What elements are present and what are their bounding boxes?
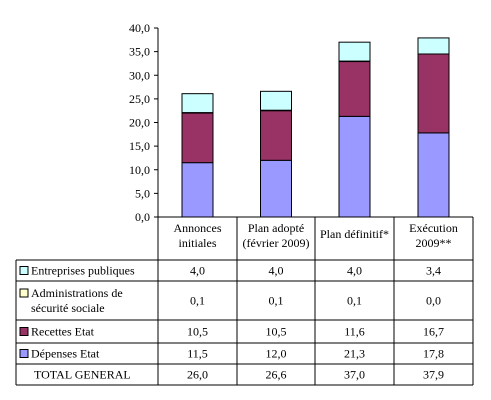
table-value: 0,0 [426, 294, 441, 308]
table-value: 4,0 [190, 264, 205, 278]
y-tick-label: 15,0 [129, 139, 150, 153]
bar-segment [338, 115, 371, 218]
bar-segment [417, 53, 450, 134]
chart-axes: 0,0 5,0 10,0 15,0 20,0 25,0 30,0 35,0 40,0 [129, 21, 159, 224]
table-value: 10,5 [266, 325, 287, 339]
y-tick-label: 35,0 [129, 45, 150, 59]
y-tick-label: 0,0 [135, 210, 150, 224]
y-tick-label: 20,0 [129, 116, 150, 130]
total-value: 37,0 [344, 368, 365, 382]
table-value: 17,8 [423, 347, 444, 361]
table-value: 0,1 [347, 294, 362, 308]
total-label: TOTAL GENERAL [34, 368, 131, 382]
table-value: 10,5 [187, 325, 208, 339]
table-value: 0,1 [190, 294, 205, 308]
y-tick-label: 30,0 [129, 68, 150, 82]
category-label: 2009** [416, 236, 452, 250]
bar-segment [338, 41, 371, 62]
category-label: (février 2009) [243, 236, 310, 250]
category-label: Annonces [174, 221, 222, 235]
y-tick-label: 25,0 [129, 92, 150, 106]
legend-label: Administrations de [31, 286, 123, 300]
table-value: 11,6 [344, 325, 365, 339]
legend-swatch [19, 349, 29, 358]
table-value: 0,1 [269, 294, 284, 308]
category-label: Plan adopté [248, 221, 304, 235]
legend-swatch [19, 288, 29, 298]
legend-swatch [19, 327, 29, 336]
total-value: 37,9 [423, 368, 444, 382]
total-value: 26,6 [266, 368, 287, 382]
bar-segment [260, 90, 292, 111]
legend-label: Entreprises publiques [31, 264, 135, 278]
total-value: 26,0 [187, 368, 208, 382]
table-value: 21,3 [344, 347, 365, 361]
table-value: 4,0 [269, 264, 284, 278]
category-label: initiales [179, 236, 217, 250]
table-value: 11,5 [187, 347, 208, 361]
y-tick-label: 10,0 [129, 163, 150, 177]
table-value: 16,7 [423, 325, 444, 339]
legend-label: Dépenses Etat [31, 347, 100, 361]
table-value: 4,0 [347, 264, 362, 278]
chart-bars [181, 37, 450, 218]
bar-segment [181, 162, 214, 218]
bar-segment [260, 110, 292, 161]
category-label: Plan définitif* [320, 227, 389, 241]
y-tick-label: 5,0 [135, 186, 150, 200]
bar-segment [181, 112, 214, 164]
table-value: 12,0 [266, 347, 287, 361]
bar-segment [338, 61, 371, 117]
bar-segment [417, 132, 450, 218]
bar-segment [417, 37, 450, 55]
y-tick-label: 40,0 [129, 21, 150, 35]
legend-label: sécurité sociale [31, 301, 105, 315]
legend-label: Recettes Etat [31, 325, 95, 339]
bar-segment [260, 159, 292, 218]
table-value: 3,4 [426, 264, 441, 278]
legend-swatch [19, 266, 29, 275]
bar-segment [181, 93, 214, 114]
category-label: Exécution [409, 221, 458, 235]
